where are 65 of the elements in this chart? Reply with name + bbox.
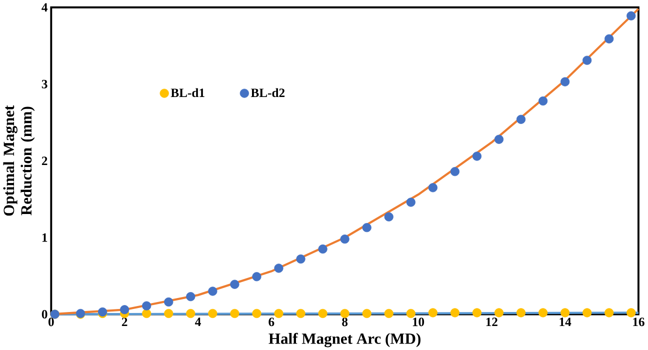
point — [318, 308, 328, 318]
point — [208, 308, 218, 318]
point — [252, 308, 262, 318]
point — [296, 308, 306, 318]
point — [450, 166, 460, 176]
point — [384, 308, 394, 318]
point — [626, 308, 636, 318]
y-tick-label: 2 — [42, 156, 48, 165]
x-tick-label: 0 — [48, 317, 54, 326]
point — [626, 11, 636, 20]
point — [274, 308, 284, 318]
y-tick-label: 4 — [42, 3, 48, 12]
point — [340, 308, 350, 318]
point — [472, 151, 482, 161]
x-tick-label: 10 — [412, 317, 424, 326]
x-tick-label: 14 — [560, 317, 572, 326]
point — [230, 280, 240, 289]
point — [516, 308, 526, 318]
x-tick-label: 12 — [486, 317, 498, 326]
point — [164, 297, 174, 306]
point — [450, 308, 460, 318]
point — [406, 197, 416, 207]
point — [142, 308, 152, 318]
point — [582, 56, 592, 65]
x-tick-label: 6 — [268, 317, 274, 326]
point — [142, 301, 152, 310]
y-tick-label: 0 — [42, 310, 48, 318]
point — [230, 308, 240, 318]
y-tick-label: 1 — [42, 233, 48, 242]
point — [164, 308, 174, 318]
point — [538, 96, 548, 106]
point — [186, 308, 196, 318]
point — [362, 308, 372, 318]
point — [604, 308, 614, 318]
point — [472, 308, 482, 318]
x-tick-label: 8 — [342, 317, 348, 326]
point — [538, 308, 548, 318]
point — [208, 286, 218, 296]
point — [560, 77, 570, 86]
point — [296, 254, 306, 264]
point — [406, 308, 416, 318]
x-axis-title: Half Magnet Arc (MD) — [268, 332, 420, 347]
x-tick-label: 16 — [633, 317, 644, 326]
point — [186, 292, 196, 301]
x-tick-label: 4 — [195, 317, 201, 326]
point — [428, 182, 438, 192]
point — [362, 222, 372, 232]
point — [582, 308, 592, 318]
point — [494, 134, 504, 144]
y-axis-title: Optimal Magnet Reduction (mm) — [3, 105, 35, 216]
point — [120, 304, 130, 314]
point — [428, 308, 438, 318]
legend-label: BL-d1 — [170, 88, 204, 97]
x-tick-label: 2 — [122, 317, 128, 326]
point — [516, 114, 526, 124]
point — [560, 308, 570, 318]
point — [252, 272, 262, 282]
point — [494, 308, 504, 318]
point — [384, 212, 394, 222]
point — [274, 263, 284, 273]
point — [604, 34, 614, 44]
point — [318, 244, 328, 254]
point — [340, 234, 350, 244]
legend-label: BL-d2 — [250, 88, 285, 97]
y-tick-label: 3 — [42, 80, 48, 88]
